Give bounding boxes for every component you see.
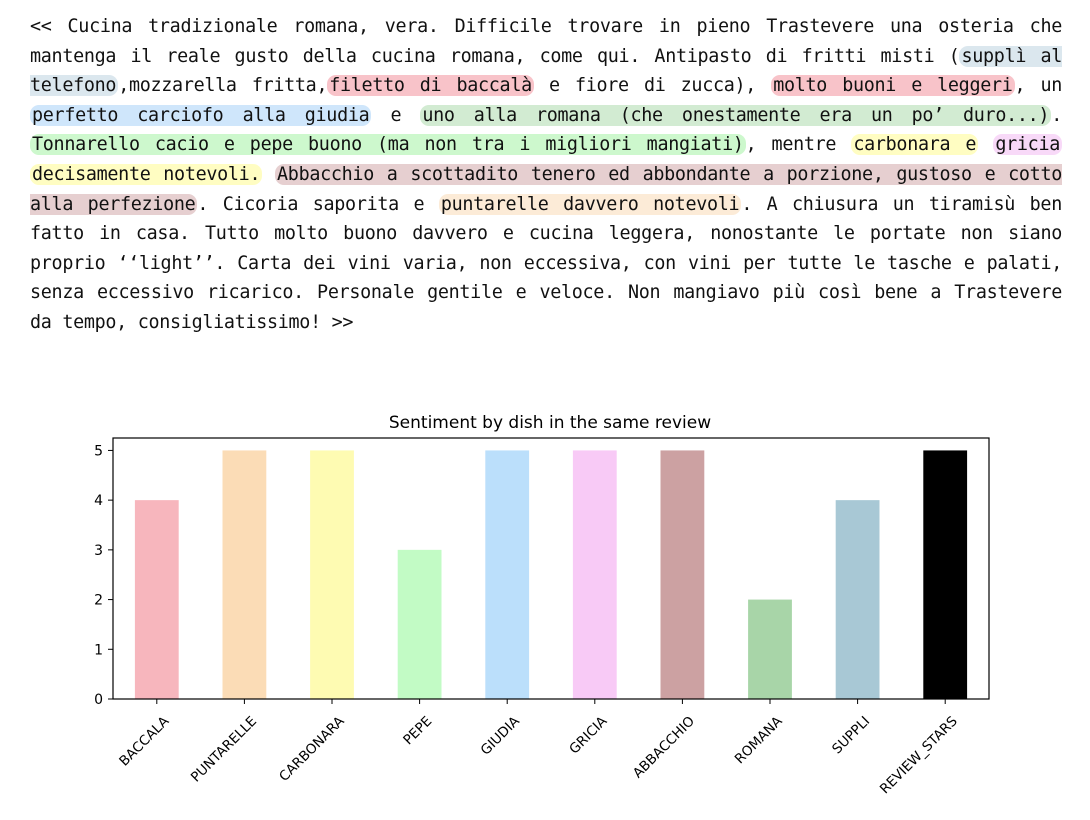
- y-tick-label: 4: [94, 493, 103, 509]
- bar-giudia: [485, 450, 530, 699]
- bar-romana: [748, 599, 792, 699]
- highlighted-phrase: Tonnarello cacio e pepe buono (ma non tr…: [30, 134, 746, 156]
- review-text-segment: e: [371, 104, 421, 126]
- review-text-segment: .: [1051, 104, 1062, 126]
- y-axis: 0 1 2 3 4 5: [94, 443, 113, 708]
- y-tick-label: 0: [94, 692, 103, 708]
- bar-suppli: [835, 500, 880, 699]
- highlighted-phrase: carbonara e: [851, 134, 979, 156]
- review-text-segment: ,mozzarella fritta,: [118, 75, 328, 97]
- x-tick-label: PUNTARELLE: [188, 713, 260, 785]
- x-tick-label: GRICIA: [566, 713, 611, 758]
- review-text-segment: . Cicoria saporita e: [197, 193, 439, 215]
- highlighted-phrase: gricia: [993, 134, 1062, 156]
- bar-gricia: [572, 450, 617, 699]
- x-tick-label: ABBACCHIO: [630, 713, 698, 781]
- bar-review_stars: [923, 450, 968, 699]
- sentiment-bar-chart: Sentiment by dish in the same review 0 1 2…: [94, 413, 990, 797]
- review-text-segment: , mentre: [745, 134, 852, 156]
- y-tick-label: 2: [94, 593, 103, 609]
- bar-puntarelle: [222, 450, 267, 699]
- highlighted-phrase: perfetto carciofo alla giudia: [30, 104, 372, 126]
- bar-pepe: [397, 549, 442, 699]
- highlighted-phrase: decisamente notevoli.: [30, 163, 263, 185]
- y-tick-label: 5: [94, 443, 103, 459]
- highlighted-phrase: uno alla romana (che onestamente era un …: [420, 104, 1052, 126]
- review-text: << Cucina tradizionale romana, vera. Dif…: [30, 12, 1062, 338]
- x-tick-label: GIUDIA: [478, 713, 524, 759]
- x-tick-label: ROMANA: [732, 713, 786, 767]
- bar-baccala: [134, 500, 179, 699]
- x-tick-label: CARBONARA: [276, 713, 348, 785]
- x-tick-label: REVIEW_STARS: [877, 713, 961, 797]
- x-tick-label: PEPE: [400, 713, 435, 748]
- x-tick-label: BACCALA: [116, 713, 173, 770]
- review-text-segment: , un: [1014, 75, 1063, 97]
- review-text-segment: e fiore di zucca),: [533, 75, 772, 97]
- review-text-segment: [978, 134, 993, 155]
- bars-group: [134, 450, 968, 699]
- x-axis: BACCALA PUNTARELLE CARBONARA PEPE GIUDIA GRIC…: [116, 699, 961, 797]
- plot-frame: [112, 437, 990, 700]
- x-tick-label: SUPPLI: [829, 713, 873, 757]
- bar-carbonara: [310, 450, 354, 699]
- highlighted-phrase: filetto di baccalà: [327, 75, 534, 97]
- bar-abbacchio: [660, 450, 705, 699]
- highlighted-phrase: molto buoni e leggeri: [771, 75, 1015, 97]
- y-tick-label: 1: [94, 642, 103, 658]
- review-text-segment: [262, 164, 275, 185]
- review-text-segment: . A chiusura un tiramisù ben fatto in ca…: [30, 193, 1062, 333]
- y-tick-label: 3: [94, 543, 103, 559]
- review-text-segment: << Cucina tradizionale romana, vera. Dif…: [30, 16, 1062, 67]
- chart-title: Sentiment by dish in the same review: [389, 413, 711, 433]
- highlighted-phrase: puntarelle davvero notevoli: [438, 193, 742, 215]
